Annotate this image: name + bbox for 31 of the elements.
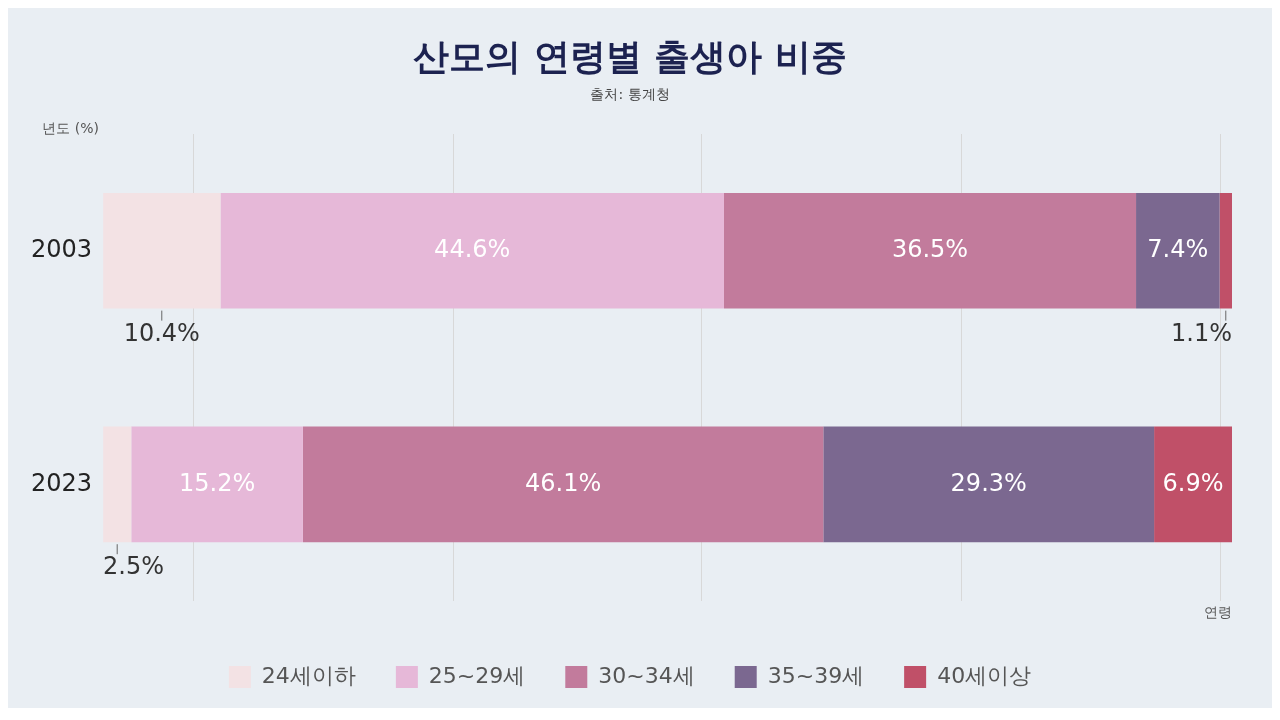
bar (131, 426, 303, 543)
data-label: 29.3% (950, 468, 1027, 497)
legend-label: 24세이하 (261, 662, 356, 688)
data-label: 10.4% (123, 318, 200, 347)
data-label: 6.9% (1162, 468, 1224, 497)
legend-label: 35~39세 (767, 662, 865, 688)
legend-label: 30~34세 (598, 662, 695, 688)
bar (1136, 192, 1220, 309)
bar (1154, 426, 1232, 543)
y-tick-label: 2003 (31, 235, 93, 264)
y-tick-label: 2023 (31, 468, 93, 497)
y-axis-title: 년도 (%) (42, 119, 100, 136)
legend-label: 40세이상 (937, 662, 1032, 688)
bar (823, 426, 1155, 543)
chart-subtitle: 출처: 통계청 (590, 86, 670, 103)
x-axis-title: 연령 (1204, 604, 1232, 621)
data-label: 7.4% (1147, 235, 1209, 264)
bar (723, 192, 1137, 309)
data-label: 44.6% (434, 235, 511, 264)
data-label: 46.1% (524, 468, 602, 497)
data-label: 36.5% (891, 235, 969, 264)
bar (302, 426, 824, 543)
data-label: 2.5% (103, 552, 165, 581)
bar (1219, 192, 1232, 309)
data-label: 1.1% (1171, 318, 1232, 347)
legend-label: 25~29세 (428, 662, 526, 688)
chart-title: 산모의 연령별 출생아 비중 (413, 35, 847, 77)
data-label: 15.2% (178, 468, 256, 497)
bar (220, 192, 724, 309)
bar (103, 192, 221, 309)
bar (103, 426, 132, 543)
